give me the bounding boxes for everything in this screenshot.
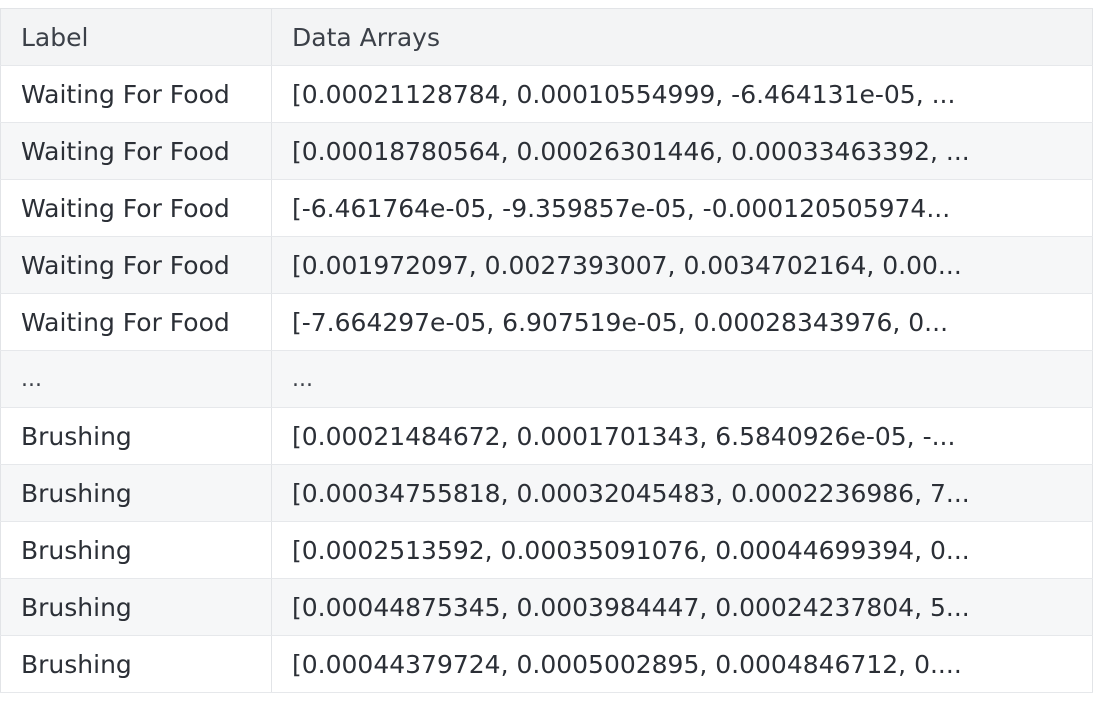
label-cell: Brushing <box>0 407 272 465</box>
label-cell: Brushing <box>0 521 272 579</box>
ellipsis-cell: ... <box>0 350 272 408</box>
ellipsis-row: ... ... <box>0 350 1093 408</box>
table-row[interactable]: Brushing [0.00044875345, 0.0003984447, 0… <box>0 578 1093 636</box>
data-array-cell: [-6.461764e-05, -9.359857e-05, -0.000120… <box>271 179 1093 237</box>
label-cell: Waiting For Food <box>0 293 272 351</box>
table-row[interactable]: Brushing [0.00044379724, 0.0005002895, 0… <box>0 635 1093 693</box>
label-cell: Waiting For Food <box>0 236 272 294</box>
label-cell: Brushing <box>0 635 272 693</box>
label-cell: Waiting For Food <box>0 179 272 237</box>
data-array-cell: [0.0002513592, 0.00035091076, 0.00044699… <box>271 521 1093 579</box>
data-array-cell: [0.001972097, 0.0027393007, 0.0034702164… <box>271 236 1093 294</box>
data-array-cell: [0.00021128784, 0.00010554999, -6.464131… <box>271 65 1093 123</box>
label-cell: Brushing <box>0 578 272 636</box>
dataframe-view: Label Data Arrays Waiting For Food [0.00… <box>0 8 1093 693</box>
column-header-label[interactable]: Label <box>0 8 272 66</box>
header-row: Label Data Arrays <box>0 8 1093 66</box>
label-cell: Waiting For Food <box>0 65 272 123</box>
table-row[interactable]: Brushing [0.00034755818, 0.00032045483, … <box>0 464 1093 522</box>
table-row[interactable]: Waiting For Food [-6.461764e-05, -9.3598… <box>0 179 1093 237</box>
label-cell: Waiting For Food <box>0 122 272 180</box>
column-header-data-arrays[interactable]: Data Arrays <box>271 8 1093 66</box>
ellipsis-cell: ... <box>271 350 1093 408</box>
table-row[interactable]: Brushing [0.0002513592, 0.00035091076, 0… <box>0 521 1093 579</box>
data-array-cell: [0.00044379724, 0.0005002895, 0.00048467… <box>271 635 1093 693</box>
label-cell: Brushing <box>0 464 272 522</box>
data-array-cell: [0.00034755818, 0.00032045483, 0.0002236… <box>271 464 1093 522</box>
table-row[interactable]: Waiting For Food [0.001972097, 0.0027393… <box>0 236 1093 294</box>
data-array-cell: [0.00018780564, 0.00026301446, 0.0003346… <box>271 122 1093 180</box>
table-row[interactable]: Waiting For Food [-7.664297e-05, 6.90751… <box>0 293 1093 351</box>
table-row[interactable]: Brushing [0.00021484672, 0.0001701343, 6… <box>0 407 1093 465</box>
data-array-cell: [0.00021484672, 0.0001701343, 6.5840926e… <box>271 407 1093 465</box>
data-array-cell: [0.00044875345, 0.0003984447, 0.00024237… <box>271 578 1093 636</box>
table-row[interactable]: Waiting For Food [0.00021128784, 0.00010… <box>0 65 1093 123</box>
data-table: Label Data Arrays Waiting For Food [0.00… <box>0 8 1093 693</box>
data-array-cell: [-7.664297e-05, 6.907519e-05, 0.00028343… <box>271 293 1093 351</box>
table-row[interactable]: Waiting For Food [0.00018780564, 0.00026… <box>0 122 1093 180</box>
